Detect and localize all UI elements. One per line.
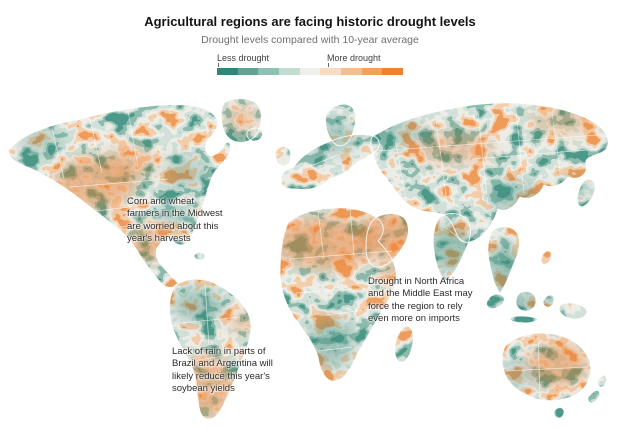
map-header: Agricultural regions are facing historic…	[0, 14, 620, 92]
legend-tick	[218, 63, 219, 67]
legend-labels: Less drought More drought	[217, 53, 403, 64]
legend-swatch	[320, 68, 342, 75]
legend-swatch	[258, 68, 280, 75]
legend-swatch	[299, 68, 321, 75]
legend-less-label: Less drought	[217, 53, 270, 63]
annotation-brazil-argentina: Lack of rain in parts of Brazil and Arge…	[172, 346, 273, 395]
legend-tick	[328, 63, 329, 67]
legend-color-bar	[217, 68, 404, 75]
legend-more-label: More drought	[327, 53, 381, 63]
page-title: Agricultural regions are facing historic…	[144, 14, 476, 29]
drought-hotspots	[18, 105, 600, 417]
legend-swatch	[382, 68, 404, 75]
page-subtitle: Drought levels compared with 10-year ave…	[201, 34, 419, 46]
annotation-north-africa-middle-east: Drought in North Africa and the Middle E…	[368, 276, 473, 325]
country-borders	[51, 108, 601, 396]
annotation-midwest: Corn and wheat farmers in the Midwest ar…	[127, 196, 223, 245]
legend-swatch	[341, 68, 362, 75]
drought-map-page: Agricultural regions are facing historic…	[0, 14, 620, 428]
legend-swatch	[279, 68, 300, 75]
legend-swatch	[361, 68, 383, 75]
drought-legend: Less drought More drought	[217, 53, 404, 75]
world-map-svg	[7, 98, 609, 420]
world-drought-map: Corn and wheat farmers in the Midwest ar…	[0, 92, 620, 428]
legend-swatch	[237, 68, 259, 75]
legend-swatch	[217, 68, 238, 75]
